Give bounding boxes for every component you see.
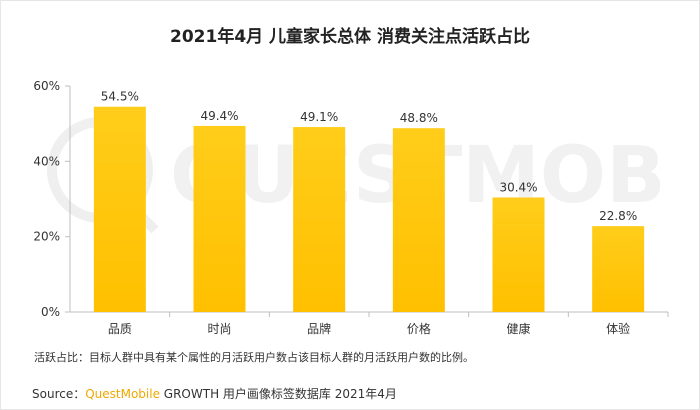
y-tick-label: 60% bbox=[33, 79, 60, 93]
bar bbox=[93, 106, 146, 312]
data-label: 22.8% bbox=[599, 209, 637, 223]
source-line: Source：QuestMobile GROWTH 用户画像标签数据库 2021… bbox=[32, 385, 397, 402]
y-tick-label: 20% bbox=[33, 230, 60, 244]
bar bbox=[492, 197, 545, 312]
x-tick-label: 品牌 bbox=[307, 322, 331, 336]
data-label: 48.8% bbox=[400, 111, 438, 125]
x-tick-label: 品质 bbox=[108, 322, 132, 336]
y-tick-label: 0% bbox=[41, 305, 60, 319]
footnote: 活跃占比：目标人群中具有某个属性的月活跃用户数占该目标人群的月活跃用户数的比例。 bbox=[34, 351, 474, 364]
y-tick-label: 40% bbox=[33, 154, 60, 168]
x-tick-label: 价格 bbox=[407, 321, 431, 336]
bar bbox=[392, 128, 445, 312]
x-tick-label: 体验 bbox=[606, 321, 630, 336]
bar bbox=[193, 125, 246, 312]
source-brand: QuestMobile bbox=[85, 387, 160, 401]
chart-title: 2021年4月 儿童家长总体 消费关注点活跃占比 bbox=[170, 27, 530, 47]
data-label: 49.1% bbox=[300, 110, 338, 124]
data-label: 54.5% bbox=[101, 90, 139, 104]
x-tick-label: 时尚 bbox=[207, 322, 231, 336]
x-tick-label: 健康 bbox=[506, 321, 530, 336]
data-label: 49.4% bbox=[200, 109, 238, 123]
source-rest: GROWTH 用户画像标签数据库 2021年4月 bbox=[159, 387, 397, 401]
bar bbox=[592, 226, 645, 312]
data-label: 30.4% bbox=[499, 180, 537, 194]
bar bbox=[293, 127, 346, 312]
source-prefix: Source： bbox=[32, 387, 86, 401]
